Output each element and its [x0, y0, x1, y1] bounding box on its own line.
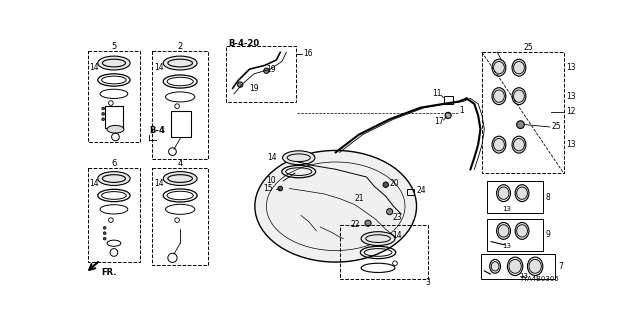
Text: 16: 16	[303, 49, 313, 58]
Ellipse shape	[515, 222, 529, 239]
Text: B-4: B-4	[149, 126, 165, 135]
Circle shape	[237, 82, 243, 87]
Ellipse shape	[492, 59, 506, 76]
Bar	[152, 168, 208, 265]
Text: 14: 14	[392, 231, 401, 240]
Text: 23: 23	[393, 212, 403, 221]
Text: B-4-20: B-4-20	[228, 38, 259, 47]
Circle shape	[387, 209, 393, 215]
Text: 10: 10	[266, 176, 276, 185]
Text: 11: 11	[433, 89, 442, 98]
Ellipse shape	[512, 88, 526, 105]
Ellipse shape	[98, 172, 130, 186]
Text: 14: 14	[268, 153, 277, 162]
Text: 15: 15	[263, 184, 273, 193]
Bar	[482, 52, 564, 173]
Text: 7: 7	[558, 262, 563, 271]
Text: 19: 19	[250, 84, 259, 93]
Ellipse shape	[512, 136, 526, 153]
Ellipse shape	[497, 185, 511, 202]
Text: 25: 25	[524, 43, 533, 52]
Circle shape	[365, 220, 371, 226]
Ellipse shape	[163, 56, 197, 70]
Text: 14: 14	[154, 179, 163, 188]
Ellipse shape	[492, 136, 506, 153]
Text: 13: 13	[502, 243, 511, 249]
Text: 20: 20	[390, 179, 399, 188]
Circle shape	[102, 118, 104, 121]
Text: 14: 14	[89, 63, 99, 72]
Bar	[406, 188, 414, 195]
Text: 5: 5	[111, 42, 116, 52]
Ellipse shape	[527, 257, 543, 276]
Ellipse shape	[283, 151, 315, 165]
Circle shape	[102, 107, 104, 110]
Text: 19: 19	[266, 65, 276, 74]
Text: 21: 21	[354, 194, 364, 203]
Bar	[340, 225, 428, 279]
Ellipse shape	[515, 185, 529, 202]
Circle shape	[445, 112, 451, 118]
Text: TYA4B0305: TYA4B0305	[519, 276, 559, 283]
Circle shape	[278, 186, 283, 191]
Ellipse shape	[492, 88, 506, 105]
Bar	[488, 181, 543, 213]
Text: 13: 13	[502, 205, 511, 212]
Text: 13: 13	[566, 140, 577, 149]
Text: 12: 12	[566, 107, 576, 116]
Text: 14: 14	[154, 63, 163, 72]
Bar	[171, 111, 191, 137]
Bar	[105, 106, 123, 128]
Text: 17: 17	[434, 117, 444, 126]
Circle shape	[103, 237, 106, 240]
Bar	[88, 168, 140, 262]
Text: 9: 9	[546, 230, 551, 239]
Text: 14: 14	[89, 179, 99, 188]
Circle shape	[383, 182, 388, 188]
Circle shape	[516, 121, 524, 129]
Ellipse shape	[255, 150, 417, 262]
Bar	[227, 46, 296, 101]
Text: 13: 13	[566, 92, 577, 101]
Text: 3: 3	[426, 278, 431, 287]
Text: 6: 6	[111, 159, 116, 168]
Bar	[481, 254, 555, 279]
Ellipse shape	[508, 257, 523, 276]
Circle shape	[103, 232, 106, 235]
Circle shape	[103, 227, 106, 229]
Text: 13: 13	[519, 273, 528, 278]
Text: 1: 1	[459, 106, 463, 115]
Text: 24: 24	[417, 186, 426, 195]
Text: 4: 4	[177, 159, 183, 168]
Text: 25: 25	[551, 123, 561, 132]
Ellipse shape	[512, 59, 526, 76]
Ellipse shape	[361, 232, 395, 245]
Ellipse shape	[490, 260, 500, 273]
Bar	[488, 219, 543, 251]
Text: 8: 8	[546, 193, 550, 202]
Ellipse shape	[107, 125, 124, 133]
Bar	[152, 51, 208, 158]
Ellipse shape	[163, 172, 197, 186]
Text: 13: 13	[566, 63, 577, 72]
Bar	[444, 96, 452, 104]
Text: FR.: FR.	[101, 268, 116, 277]
Text: 2: 2	[177, 42, 183, 52]
Ellipse shape	[98, 56, 130, 70]
Circle shape	[102, 112, 104, 115]
Ellipse shape	[497, 222, 511, 239]
Bar	[88, 51, 140, 141]
Text: 22: 22	[351, 220, 360, 229]
Circle shape	[264, 68, 269, 73]
